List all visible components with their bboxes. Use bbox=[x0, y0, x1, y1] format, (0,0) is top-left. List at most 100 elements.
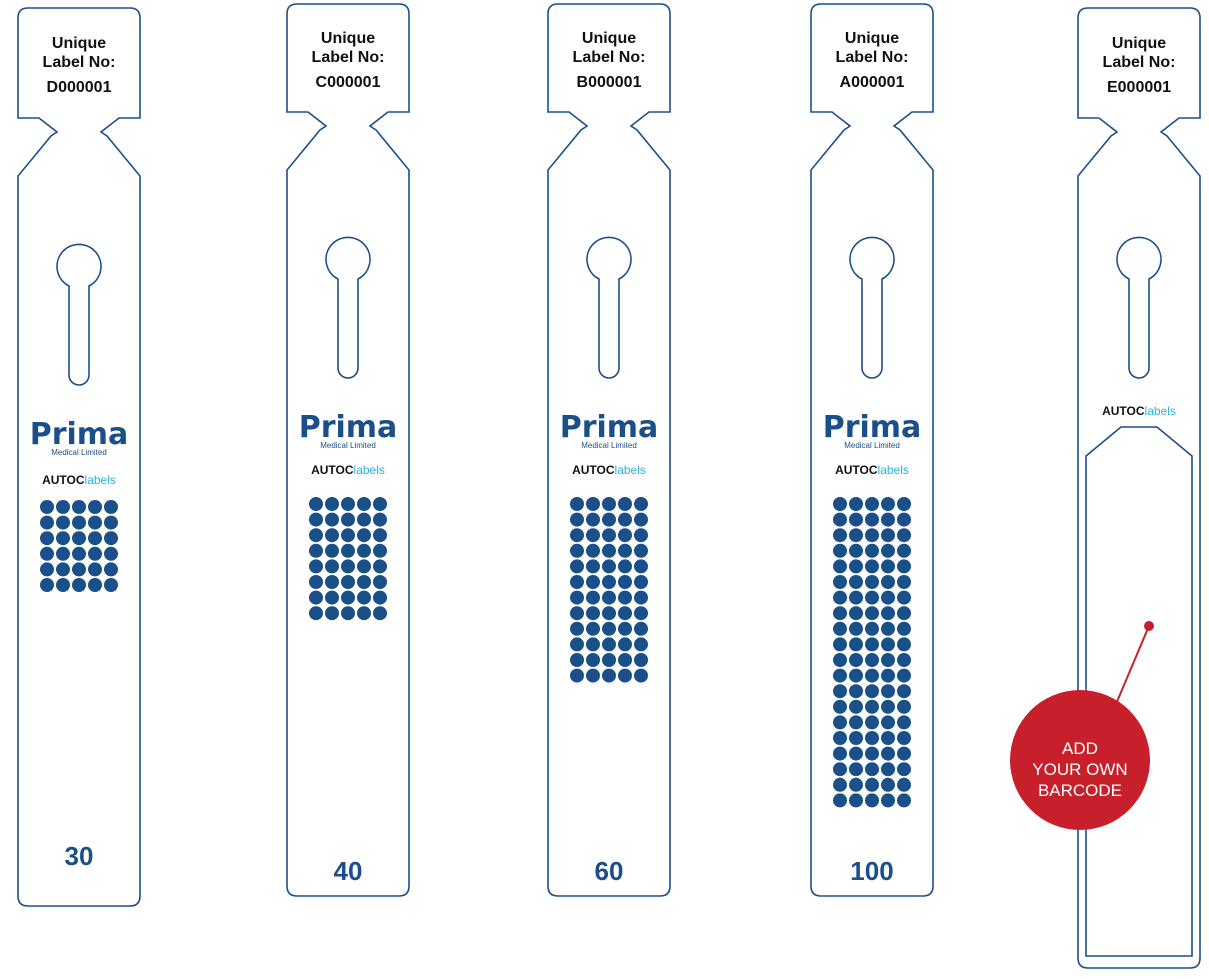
tag-1-autoc-a: AUTOC bbox=[42, 473, 85, 487]
tag-4-tick-dot bbox=[881, 684, 895, 699]
tag-3-tick-dot bbox=[634, 528, 648, 543]
tag-1-outline bbox=[17, 7, 141, 907]
tag-4-tick-dot bbox=[865, 684, 879, 699]
tag-4-autoc-b: labels bbox=[877, 463, 909, 477]
tag-1-tick-dot bbox=[72, 531, 86, 546]
tag-3-tick-dot bbox=[634, 559, 648, 574]
callout-line3: BARCODE bbox=[1037, 781, 1123, 800]
tag-3-tick-dot bbox=[570, 606, 584, 621]
tag-2-prima-logo: Prima Medical Limited bbox=[287, 413, 409, 451]
tag-4-prima-name: Prima bbox=[822, 410, 922, 445]
tag-3-tick-dot bbox=[618, 590, 632, 605]
tag-4-autoc-logo: AUTOClabels bbox=[811, 463, 933, 477]
tag-3-tick-dot bbox=[586, 621, 600, 636]
tag-4-tick-dot bbox=[865, 668, 879, 683]
tag-2-tick-dot bbox=[357, 528, 371, 543]
tag-3-tick-dot bbox=[618, 512, 632, 527]
tag-3-tick-dot bbox=[586, 528, 600, 543]
tag-3-tick-dot bbox=[634, 590, 648, 605]
tag-3-tick-dot bbox=[602, 637, 616, 652]
tag-4-tick-dot bbox=[881, 528, 895, 543]
tag-4-tick-dot bbox=[897, 606, 911, 621]
tag-3-count: 60 bbox=[594, 856, 624, 886]
tag-4-tick-dot bbox=[865, 528, 879, 543]
tag-4-tick-dot bbox=[881, 653, 895, 667]
tag-2-tick-dot bbox=[357, 590, 371, 605]
tag-2-tick-dot bbox=[373, 528, 387, 543]
tag-4-tick-dot bbox=[881, 668, 895, 683]
tag-4-tick-dot bbox=[849, 684, 863, 699]
tag-4-tick-dot bbox=[897, 512, 911, 527]
tag-3-tick-dot bbox=[586, 575, 600, 589]
tag-2-tick-dot bbox=[357, 606, 371, 621]
tag-3-tick-dot bbox=[602, 528, 616, 543]
tag-3-code: B000001 bbox=[576, 74, 642, 92]
tag-4-tick-dot bbox=[849, 606, 863, 621]
tag-3-tick-dot bbox=[602, 543, 616, 558]
tag-4-tick-dot bbox=[865, 731, 879, 745]
tag-4-tick-dot bbox=[881, 497, 895, 511]
tag-3-tick-dot bbox=[602, 668, 616, 683]
tag-1-tick-dot bbox=[72, 562, 86, 577]
tag-1-tick-dot bbox=[56, 515, 70, 530]
tag-2-tick-dot bbox=[373, 559, 387, 574]
tag-3-tick-dot bbox=[634, 637, 648, 652]
tag-3-tick-dot bbox=[634, 621, 648, 636]
tag-3-label-number: Unique Label No: B000001 bbox=[548, 29, 670, 93]
tag-4-tick-dot bbox=[897, 715, 911, 730]
tag-3-tick-dot bbox=[634, 543, 648, 558]
tag-4-tick-dot bbox=[849, 637, 863, 652]
tag-4-tick-dot bbox=[865, 699, 879, 714]
tag-2-tick-dot bbox=[309, 575, 323, 589]
tag-3-tick-dot bbox=[586, 668, 600, 683]
tag-2-tick-dot bbox=[341, 512, 355, 527]
tag-2-tick-dot bbox=[357, 512, 371, 527]
tag-2-tick-dot bbox=[325, 512, 339, 527]
tag-1-code: D000001 bbox=[46, 79, 112, 97]
tag-1-prima-name: Prima bbox=[29, 417, 129, 452]
tag-2-tick-dot bbox=[325, 606, 339, 621]
tag-2-autoc-logo: AUTOClabels bbox=[287, 463, 409, 477]
tag-2-prima-sub: Medical Limited bbox=[320, 441, 376, 450]
tag-2-code: C000001 bbox=[315, 74, 381, 92]
tag-4-tick-dot bbox=[881, 621, 895, 636]
tag-2-tick-dot bbox=[325, 590, 339, 605]
tag-4-tick-dot bbox=[881, 762, 895, 777]
tag-4-tick-dot bbox=[865, 497, 879, 511]
tag-2-tick-dot bbox=[325, 497, 339, 511]
tag-2-tick-dot bbox=[341, 606, 355, 621]
tag-4-tick-dot bbox=[849, 575, 863, 589]
tag-3-tick-dot bbox=[618, 621, 632, 636]
tag-1-autoc-b: labels bbox=[84, 473, 116, 487]
tag-4-tick-dot bbox=[897, 668, 911, 683]
tag-3-tick-dot bbox=[618, 637, 632, 652]
tag-4-tick-dot bbox=[833, 715, 847, 730]
tag-1-tick-dot bbox=[88, 578, 102, 592]
tag-3-tick-dot bbox=[602, 621, 616, 636]
tag-4-tick-dot bbox=[865, 621, 879, 636]
tag-4-tick-dot bbox=[897, 637, 911, 652]
tag-3-tick-dot bbox=[586, 653, 600, 667]
tag-2-tick-dot bbox=[309, 512, 323, 527]
tag-3-tick-dot bbox=[602, 512, 616, 527]
tag-2-tick-dot bbox=[341, 543, 355, 558]
tag-4-tick-dot bbox=[849, 528, 863, 543]
tag-4-tick-dot bbox=[849, 746, 863, 761]
tag-4-tick-dot bbox=[865, 777, 879, 792]
tag-1-label-line2: Label No: bbox=[42, 54, 116, 72]
tag-1-tick-dot bbox=[56, 562, 70, 577]
tag-3-tick-dot bbox=[618, 653, 632, 667]
tag-4-tick-dot bbox=[881, 590, 895, 605]
tag-3-tick-dot bbox=[570, 543, 584, 558]
tag-1-tick-dot bbox=[40, 500, 54, 514]
tag-1-tick-dot bbox=[40, 531, 54, 546]
tag-3-tick-dot bbox=[634, 575, 648, 589]
tag-4-tick-dot bbox=[881, 746, 895, 761]
tag-1-tick-dot bbox=[72, 500, 86, 514]
tag-3-tick-dot bbox=[634, 497, 648, 511]
tag-4-tick-dot bbox=[833, 731, 847, 745]
tag-4-tick-dot bbox=[881, 606, 895, 621]
tag-1-tick-dot bbox=[104, 500, 118, 514]
tag-2-hang-slot bbox=[325, 236, 371, 379]
tag-3-outline bbox=[547, 3, 671, 897]
